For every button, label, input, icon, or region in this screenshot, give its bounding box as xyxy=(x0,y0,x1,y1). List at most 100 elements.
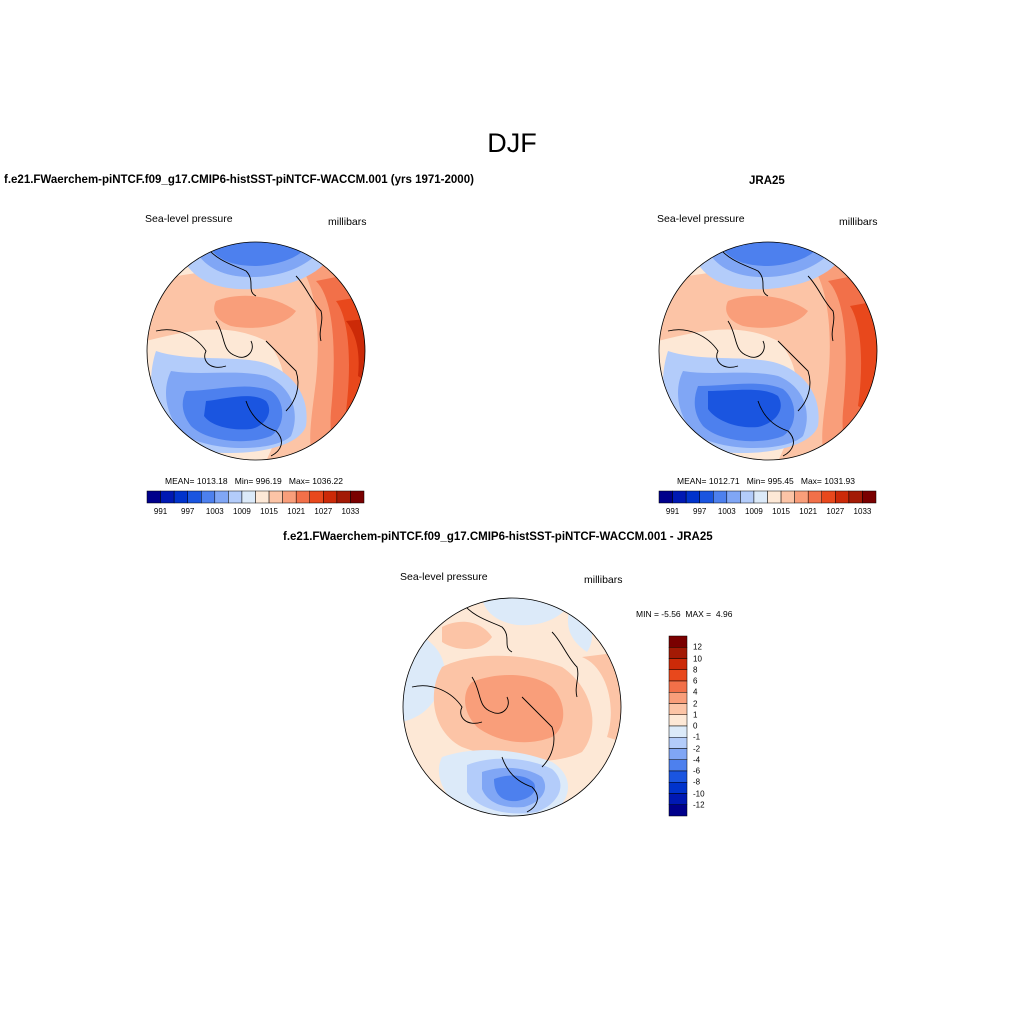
colorbar-tick-label: 2 xyxy=(693,699,698,708)
diff-units-label: millibars xyxy=(584,574,623,586)
colorbar-tick-label: 991 xyxy=(153,507,168,516)
colorbar-swatch xyxy=(241,490,256,504)
diff-max-value: 4.96 xyxy=(715,609,733,619)
colorbar-tick-label: 1009 xyxy=(233,507,251,516)
model-colorbar-ticks: 991 997 1003 1009 1015 1021 1027 1033 xyxy=(147,507,364,519)
colorbar-swatch xyxy=(685,490,700,504)
colorbar-swatch xyxy=(753,490,768,504)
colorbar-swatch xyxy=(282,490,297,504)
colorbar-swatch xyxy=(668,770,688,783)
colorbar-tick-label: 991 xyxy=(665,507,680,516)
diff-polar-map xyxy=(402,597,622,817)
model-variable-label: Sea-level pressure xyxy=(145,213,233,225)
obs-max-value: 1031.93 xyxy=(824,476,856,486)
colorbar-tick-label: 1027 xyxy=(314,507,333,516)
colorbar-swatch xyxy=(295,490,310,504)
colorbar-swatch xyxy=(658,490,673,504)
colorbar-tick-label: 4 xyxy=(693,687,698,697)
colorbar-swatch xyxy=(146,490,161,504)
diff-panel-title: f.e21.FWaerchem-piNTCF.f09_g17.CMIP6-his… xyxy=(283,531,713,543)
colorbar-swatch xyxy=(350,490,365,504)
colorbar-swatch xyxy=(794,490,809,504)
colorbar-swatch xyxy=(668,793,688,805)
model-polar-map xyxy=(146,241,366,461)
model-colorbar xyxy=(146,490,365,504)
colorbar-swatch xyxy=(668,737,688,749)
colorbar-swatch xyxy=(668,647,688,659)
colorbar-swatch xyxy=(726,490,741,504)
diff-min-value: -5.56 xyxy=(661,609,681,619)
obs-max-label: Max= xyxy=(800,476,822,486)
colorbar-tick-label: 6 xyxy=(693,676,698,686)
diff-min-label: MIN = xyxy=(636,609,659,619)
model-stats: MEAN= 1013.18 Min= 996.19 Max= 1036.22 xyxy=(165,476,343,486)
obs-min-label: Min= xyxy=(746,476,766,486)
colorbar-tick-label: 1015 xyxy=(772,507,790,516)
colorbar-tick-label: 1 xyxy=(693,710,698,720)
model-mean-label: MEAN= xyxy=(165,476,195,486)
map-fill-high-light-center xyxy=(465,675,564,743)
map-fill-high-pale-top xyxy=(442,621,492,649)
colorbar-tick-label: 1021 xyxy=(799,507,818,516)
coastline-1 xyxy=(155,245,323,457)
colorbar-swatch xyxy=(160,490,175,504)
colorbar-swatch xyxy=(668,748,688,760)
colorbar-tick-label: 1015 xyxy=(260,507,278,516)
colorbar-tick-label: 1033 xyxy=(853,507,872,516)
diff-max-label: MAX = xyxy=(685,609,712,619)
obs-variable-label: Sea-level pressure xyxy=(657,213,745,225)
colorbar-swatch xyxy=(668,692,688,704)
colorbar-tick-label: 997 xyxy=(693,507,707,516)
model-max-value: 1036.22 xyxy=(312,476,344,486)
map-fill-high-max xyxy=(346,319,365,381)
colorbar-tick-label: 1009 xyxy=(745,507,763,516)
colorbar-swatch xyxy=(835,490,850,504)
diff-variable-label: Sea-level pressure xyxy=(400,571,488,583)
colorbar-swatch xyxy=(668,669,688,682)
obs-colorbar-ticks: 991 997 1003 1009 1015 1021 1027 1033 xyxy=(659,507,876,519)
colorbar-swatch xyxy=(668,759,688,772)
colorbar-swatch xyxy=(173,490,188,504)
colorbar-tick-label: 1027 xyxy=(826,507,845,516)
obs-colorbar xyxy=(658,490,877,504)
coastline-1 xyxy=(411,601,579,813)
colorbar-swatch xyxy=(668,658,688,670)
obs-stats: MEAN= 1012.71 Min= 995.45 Max= 1031.93 xyxy=(677,476,855,486)
model-units-label: millibars xyxy=(328,216,367,228)
obs-panel-title: JRA25 xyxy=(749,175,785,187)
figure-title: DJF xyxy=(487,128,537,158)
map-fill-low-mid-bottom xyxy=(494,775,536,802)
obs-mean-label: MEAN= xyxy=(677,476,707,486)
colorbar-tick-label: 1033 xyxy=(341,507,360,516)
colorbar-tick-label: -4 xyxy=(693,755,701,765)
colorbar-tick-label: 12 xyxy=(693,642,702,652)
diff-stats: MIN = -5.56 MAX = 4.96 xyxy=(636,609,732,619)
colorbar-swatch xyxy=(268,490,283,504)
map-fill-high-center xyxy=(214,295,296,328)
map-fill-high-pale xyxy=(659,251,877,460)
colorbar-swatch xyxy=(668,714,688,727)
colorbar-swatch xyxy=(201,490,216,504)
colorbar-swatch xyxy=(323,490,338,504)
colorbar-tick-label: -1 xyxy=(693,732,701,742)
model-panel-title: f.e21.FWaerchem-piNTCF.f09_g17.CMIP6-his… xyxy=(4,174,474,186)
colorbar-tick-label: 8 xyxy=(693,665,698,675)
model-mean-value: 1013.18 xyxy=(196,476,228,486)
colorbar-swatch xyxy=(821,490,836,504)
obs-polar-map xyxy=(658,241,878,461)
colorbar-swatch xyxy=(713,490,728,504)
obs-units-label: millibars xyxy=(839,216,878,228)
map-fill-low-deep-bottom xyxy=(204,396,270,430)
colorbar-tick-label: 1021 xyxy=(287,507,306,516)
colorbar-swatch xyxy=(780,490,795,504)
colorbar-swatch xyxy=(187,490,202,504)
model-max-label: Max= xyxy=(288,476,310,486)
colorbar-swatch xyxy=(862,490,877,504)
colorbar-swatch xyxy=(699,490,714,504)
colorbar-swatch xyxy=(668,725,688,738)
colorbar-swatch xyxy=(740,490,755,504)
colorbar-tick-label: 1003 xyxy=(205,507,224,516)
obs-mean-value: 1012.71 xyxy=(708,476,740,486)
colorbar-swatch xyxy=(767,490,782,504)
map-fill-high-center xyxy=(726,295,808,328)
